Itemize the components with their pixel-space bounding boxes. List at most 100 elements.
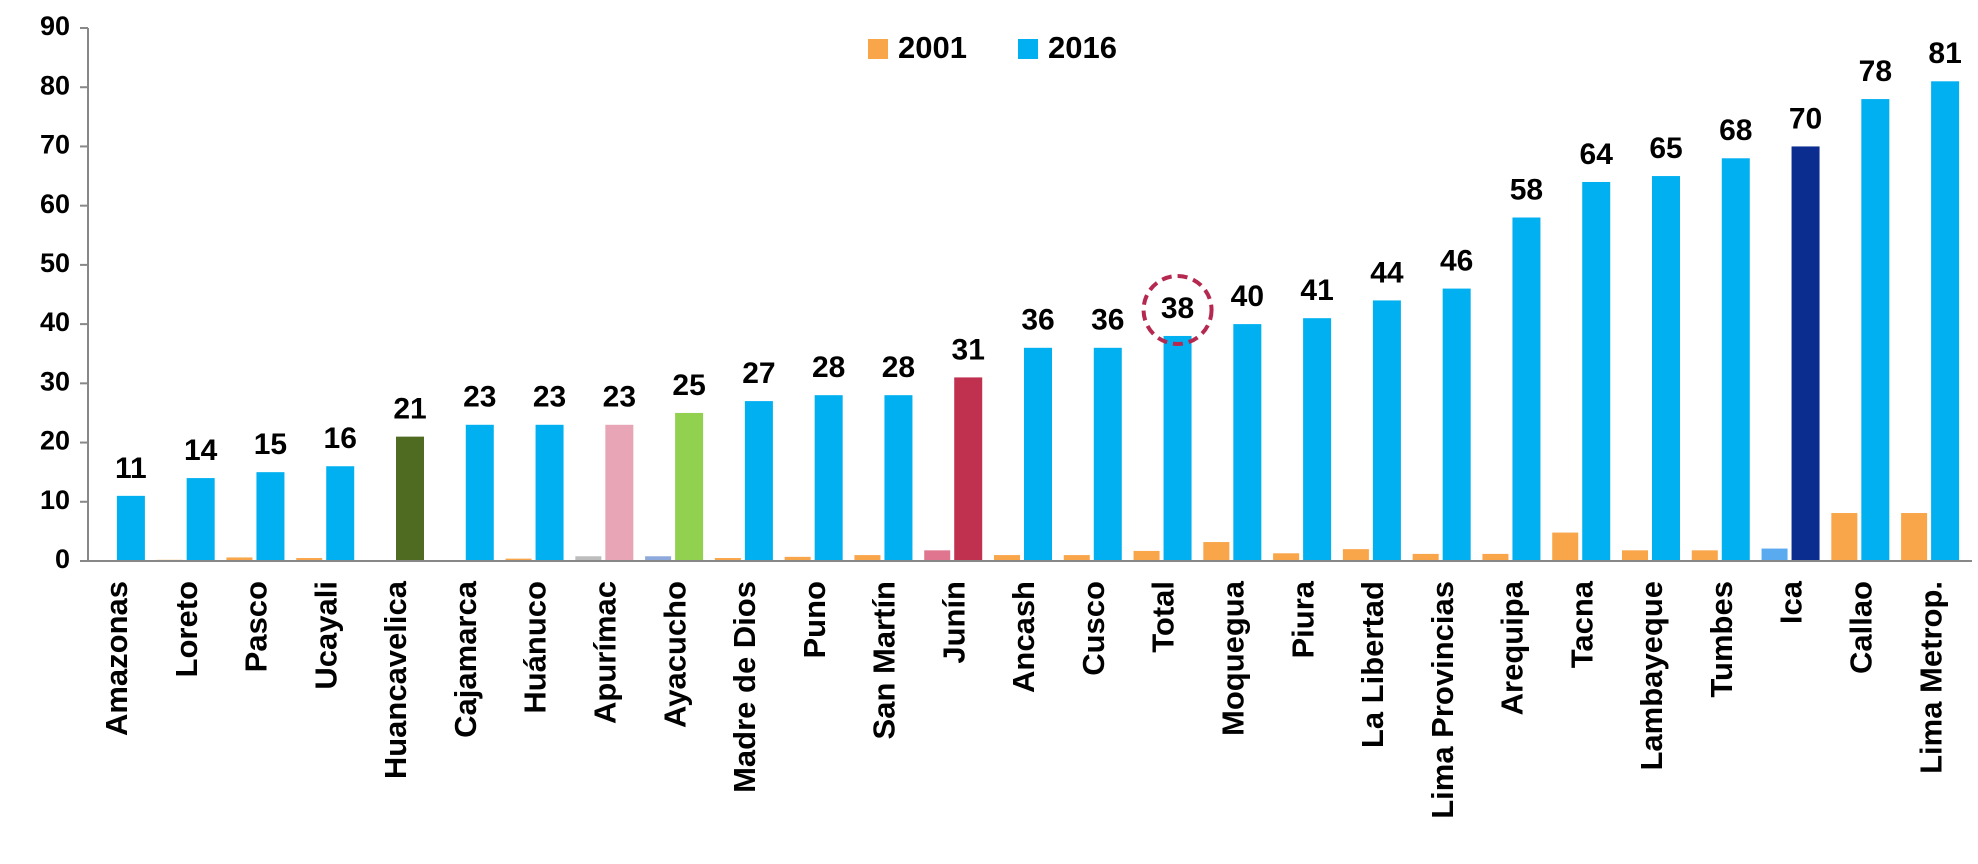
bar xyxy=(1691,550,1718,561)
bar xyxy=(1093,347,1122,561)
y-tick-label: 90 xyxy=(40,11,70,41)
y-tick-label: 60 xyxy=(40,189,70,219)
y-tick-label: 80 xyxy=(40,70,70,100)
bar xyxy=(1273,553,1300,561)
bar xyxy=(1372,300,1401,561)
bar xyxy=(1163,335,1192,561)
data-label: 15 xyxy=(254,428,287,461)
bar xyxy=(954,377,983,561)
bar xyxy=(994,555,1020,561)
data-label: 23 xyxy=(533,381,566,414)
data-label: 23 xyxy=(463,381,496,414)
bar xyxy=(1622,550,1648,561)
bar xyxy=(1791,146,1820,561)
x-tick-label: Puno xyxy=(797,581,832,659)
bar xyxy=(605,424,634,561)
data-label: 70 xyxy=(1789,102,1822,135)
data-label: 41 xyxy=(1300,274,1333,307)
bar xyxy=(675,412,704,561)
data-label: 65 xyxy=(1649,132,1682,165)
data-label: 23 xyxy=(603,381,636,414)
bar xyxy=(1412,553,1439,561)
bar xyxy=(326,466,355,561)
x-tick-label: Ancash xyxy=(1006,581,1041,693)
bar xyxy=(784,556,811,561)
bar xyxy=(744,401,773,561)
x-tick-label: Junín xyxy=(936,581,971,664)
x-tick-label: Cajamarca xyxy=(448,580,483,738)
data-label: 46 xyxy=(1440,244,1473,277)
x-tick-label: Amazonas xyxy=(99,581,134,736)
bar xyxy=(256,472,285,561)
data-label: 64 xyxy=(1580,138,1614,171)
data-label: 44 xyxy=(1370,256,1404,289)
highlight-circle xyxy=(1141,273,1214,346)
data-label: 31 xyxy=(952,333,985,366)
data-label: 27 xyxy=(742,357,775,390)
y-tick-label: 40 xyxy=(40,307,70,337)
x-tick-label: Loreto xyxy=(169,581,204,677)
x-tick-label: Pasco xyxy=(239,581,274,672)
bar xyxy=(1512,217,1541,561)
bar xyxy=(1861,99,1890,562)
bar xyxy=(116,495,145,561)
bar xyxy=(296,558,323,561)
legend-swatch xyxy=(868,39,888,59)
x-tick-label: Apurímac xyxy=(588,581,623,724)
bar xyxy=(1303,318,1332,561)
data-label: 25 xyxy=(672,369,705,402)
data-label: 40 xyxy=(1231,280,1264,313)
bar xyxy=(535,424,564,561)
bar xyxy=(226,557,253,561)
data-label: 68 xyxy=(1719,114,1752,147)
bar xyxy=(814,395,843,561)
x-tick-label: Huánuco xyxy=(518,581,553,714)
x-tick-label: Lima Metrop. xyxy=(1913,581,1948,774)
x-tick-label: Huancavelica xyxy=(378,580,413,779)
y-tick-label: 20 xyxy=(40,426,70,456)
bar xyxy=(714,558,741,561)
data-label: 81 xyxy=(1928,37,1961,70)
data-label: 78 xyxy=(1859,55,1892,88)
bar xyxy=(1342,549,1369,561)
y-tick-label: 30 xyxy=(40,366,70,396)
x-tick-label: San Martín xyxy=(867,581,902,739)
data-label: 36 xyxy=(1021,304,1054,337)
legend-swatch xyxy=(1018,39,1038,59)
bar xyxy=(505,558,532,561)
x-tick-label: Total xyxy=(1146,581,1181,653)
x-tick-label: Tumbes xyxy=(1704,581,1739,698)
bar xyxy=(465,424,494,561)
bar xyxy=(1233,324,1262,561)
bar xyxy=(1024,347,1052,561)
x-tick-label: La Libertad xyxy=(1355,581,1390,748)
bar xyxy=(924,550,951,561)
data-label: 58 xyxy=(1510,173,1543,206)
bar xyxy=(1552,532,1579,561)
x-tick-label: Arequipa xyxy=(1495,580,1530,715)
data-label: 21 xyxy=(393,393,426,426)
bar xyxy=(1931,81,1960,562)
data-label: 36 xyxy=(1091,304,1124,337)
data-label: 28 xyxy=(812,351,845,384)
y-tick-label: 50 xyxy=(40,248,70,278)
bar xyxy=(854,555,881,561)
x-tick-label: Madre de Dios xyxy=(727,581,762,793)
bar xyxy=(575,556,602,561)
bar xyxy=(1063,555,1090,561)
x-tick-label: Lambayeque xyxy=(1634,581,1669,771)
data-label: 38 xyxy=(1161,292,1194,325)
x-tick-label: Ucayali xyxy=(308,581,343,690)
x-tick-label: Cusco xyxy=(1076,581,1111,676)
x-tick-label: Callao xyxy=(1844,581,1879,674)
bar xyxy=(1721,158,1750,562)
x-tick-label: Ayacucho xyxy=(657,581,692,728)
y-tick-label: 0 xyxy=(55,544,70,574)
data-label: 28 xyxy=(882,351,915,384)
bar xyxy=(186,478,215,561)
bar xyxy=(1761,548,1788,561)
bar xyxy=(1582,181,1611,561)
y-tick-label: 10 xyxy=(40,485,70,515)
legend-label: 2001 xyxy=(898,30,967,65)
